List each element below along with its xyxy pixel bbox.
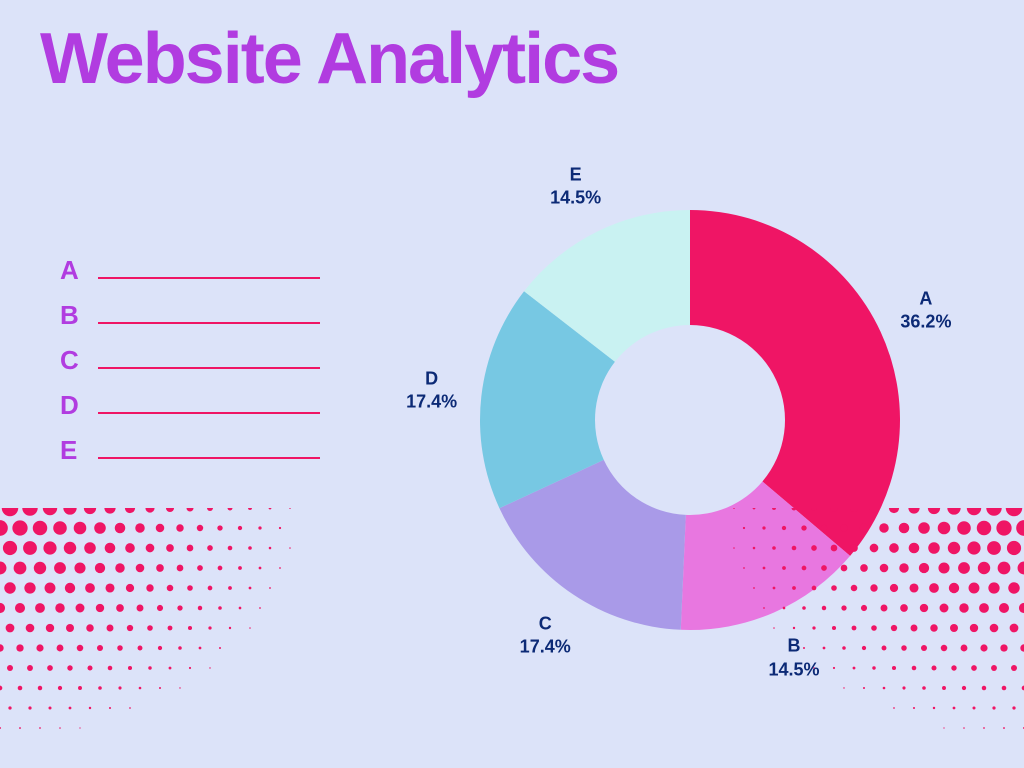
legend-underline — [98, 412, 320, 414]
legend-row: B — [60, 300, 320, 331]
legend-letter: A — [60, 255, 82, 286]
halftone-dots-left — [0, 508, 340, 768]
legend-row: D — [60, 390, 320, 421]
legend-letter: D — [60, 390, 82, 421]
legend-row: A — [60, 255, 320, 286]
legend-underline — [98, 367, 320, 369]
page-title: Website Analytics — [40, 18, 618, 100]
legend-letter: E — [60, 435, 82, 466]
donut-slice-a — [690, 210, 900, 556]
legend-letter: C — [60, 345, 82, 376]
legend-row: C — [60, 345, 320, 376]
legend-underline — [98, 277, 320, 279]
slice-label-a: A36.2% — [900, 287, 951, 334]
slice-label-e: E14.5% — [550, 163, 601, 210]
halftone-dots-right — [684, 508, 1024, 768]
legend: A B C D E — [60, 255, 320, 480]
slice-label-d: D17.4% — [406, 367, 457, 414]
legend-letter: B — [60, 300, 82, 331]
legend-underline — [98, 322, 320, 324]
slice-label-c: C17.4% — [520, 613, 571, 660]
legend-underline — [98, 457, 320, 459]
legend-row: E — [60, 435, 320, 466]
